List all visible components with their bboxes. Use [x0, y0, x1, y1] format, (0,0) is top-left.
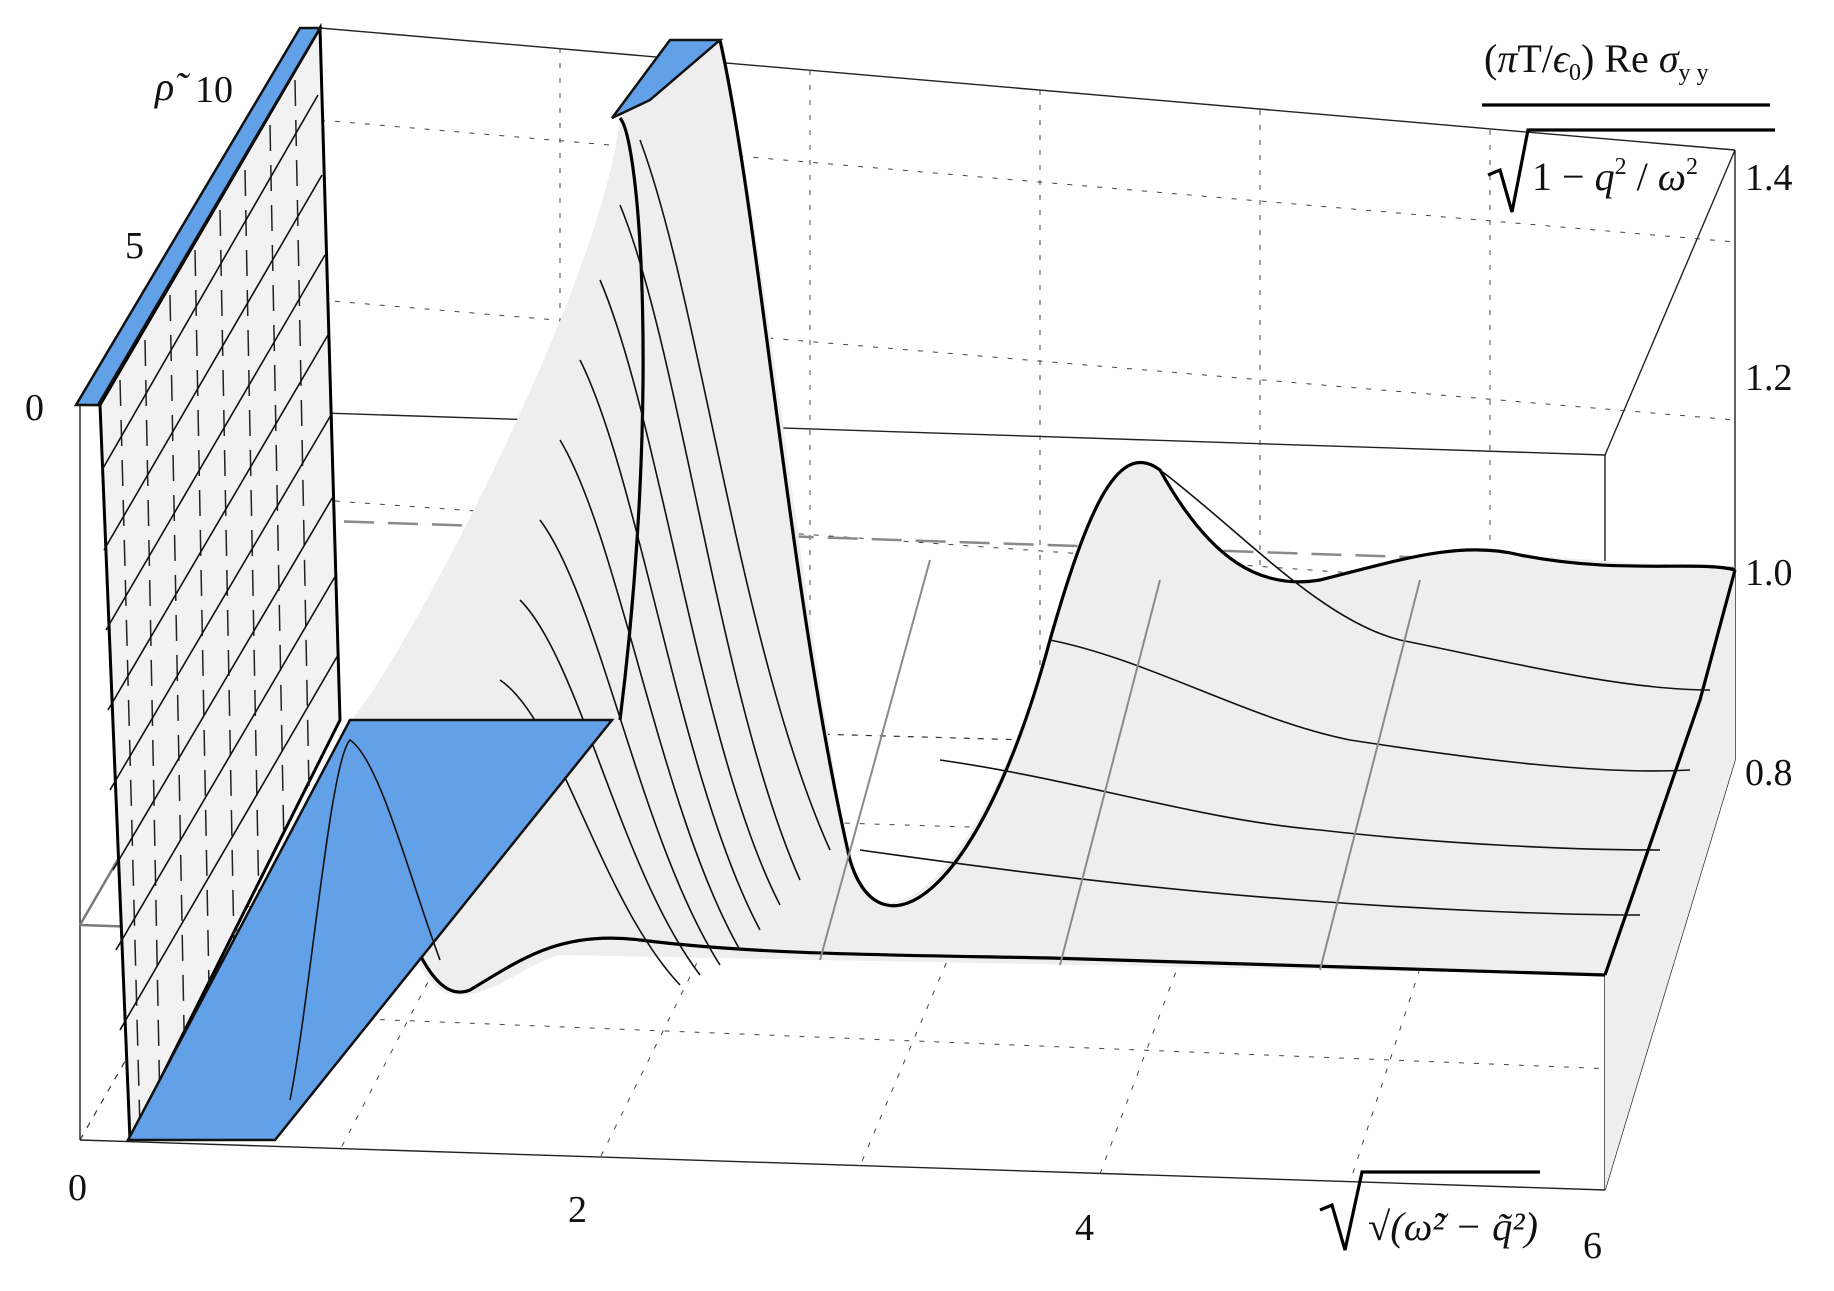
y-axis-title: ρ̃ [153, 64, 190, 109]
z-axis-title: (πT/ϵ0) Re σy y 1 − q2 / ω2 [1482, 36, 1775, 213]
front-section [125, 718, 615, 1142]
top-cap [610, 38, 724, 120]
x-axis-ticks: 0 2 4 6 [68, 1167, 1602, 1267]
x-tick-label: 4 [1075, 1207, 1094, 1249]
surface [275, 39, 1737, 1190]
z-tick-label: 1.4 [1745, 157, 1793, 199]
y-axis-label: ρ̃ [153, 64, 190, 109]
z-axis-denominator: 1 − q2 / ω2 [1532, 154, 1698, 199]
z-tick-label: 0.8 [1745, 752, 1793, 794]
z-tick-label: 1.0 [1745, 552, 1793, 594]
y-tick-label: 5 [125, 225, 144, 267]
x-tick-label: 6 [1583, 1225, 1602, 1267]
y-tick-label: 10 [195, 69, 233, 111]
z-axis-ticks: 0.8 1.0 1.2 1.4 [1745, 157, 1793, 794]
x-tick-label: 2 [568, 1189, 587, 1231]
x-axis-title: √(ω̃² − q̃²) [1319, 1170, 1540, 1251]
x-tick-label: 0 [68, 1167, 87, 1209]
blue-sections [125, 38, 724, 1142]
y-axis-ticks: 0 5 10 [25, 69, 233, 429]
y-tick-label: 0 [25, 387, 44, 429]
left-wall-cap [73, 26, 323, 407]
z-axis-numerator: (πT/ϵ0) Re σy y [1484, 36, 1709, 86]
z-tick-label: 1.2 [1745, 357, 1793, 399]
x-axis-label: √(ω̃² − q̃²) [1368, 1204, 1538, 1249]
left-wall [73, 22, 342, 1141]
